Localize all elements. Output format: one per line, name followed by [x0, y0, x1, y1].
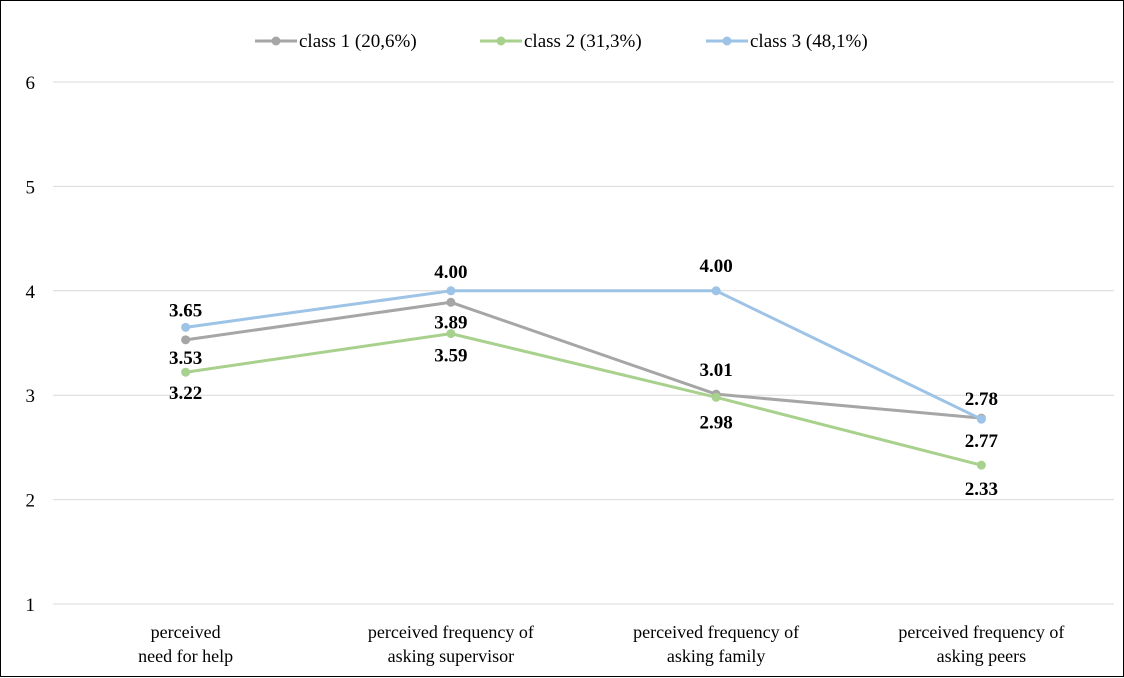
data-label-class-3-4: 2.77 [965, 431, 999, 452]
data-label-class-3-3: 4.00 [700, 256, 733, 277]
data-label-class-2-3: 2.98 [700, 412, 733, 433]
y-tick-label-1: 1 [26, 595, 36, 616]
x-category-label-1-line-1: perceived [151, 622, 221, 642]
x-category-label-4-line-1: perceived frequency of [898, 622, 1064, 642]
legend-label-class-3: class 3 (48,1%) [750, 31, 868, 52]
data-label-class-1-3: 3.01 [700, 360, 733, 381]
data-label-class-1-1: 3.53 [169, 348, 202, 369]
data-point-class-3-1 [181, 322, 191, 332]
y-tick-label-2: 2 [26, 491, 36, 512]
data-label-class-2-4: 2.33 [965, 479, 998, 500]
x-category-label-4-line-2: asking peers [937, 646, 1026, 666]
data-point-class-2-1 [181, 367, 191, 377]
legend-marker-class-1 [271, 36, 281, 46]
x-category-label-3-line-1: perceived frequency of [633, 622, 799, 642]
data-point-class-2-4 [976, 460, 986, 470]
data-label-class-1-4: 2.78 [965, 389, 998, 410]
data-label-class-2-2: 3.59 [434, 346, 467, 367]
x-category-label-2-line-2: asking supervisor [388, 646, 514, 666]
data-label-class-2-1: 3.22 [169, 383, 202, 404]
y-tick-label-3: 3 [26, 386, 36, 407]
data-point-class-2-2 [446, 329, 456, 339]
data-label-class-3-2: 4.00 [434, 262, 467, 283]
x-category-label-2-line-1: perceived frequency of [368, 622, 534, 642]
data-label-class-1-2: 3.89 [434, 312, 467, 333]
data-point-class-3-4 [976, 414, 986, 424]
data-point-class-1-2 [446, 297, 456, 307]
data-label-class-3-1: 3.65 [169, 300, 202, 321]
legend-marker-class-2 [496, 36, 506, 46]
series-line-class-3 [185, 289, 983, 421]
data-point-class-3-2 [446, 286, 456, 296]
y-tick-label-6: 6 [26, 73, 36, 94]
data-point-class-1-1 [181, 335, 191, 345]
y-tick-label-4: 4 [26, 282, 36, 303]
series-line-class-1 [185, 300, 982, 420]
legend-label-class-2: class 2 (31,3%) [524, 31, 642, 52]
legend-label-class-1: class 1 (20,6%) [299, 31, 417, 52]
data-point-class-3-3 [711, 286, 721, 296]
y-tick-label-5: 5 [26, 177, 36, 198]
x-category-label-3-line-2: asking family [667, 646, 765, 666]
data-point-class-2-3 [711, 392, 721, 402]
legend-marker-class-3 [722, 36, 732, 46]
x-category-label-1-line-2: need for help [138, 646, 233, 666]
series-line-class-2 [185, 332, 982, 467]
